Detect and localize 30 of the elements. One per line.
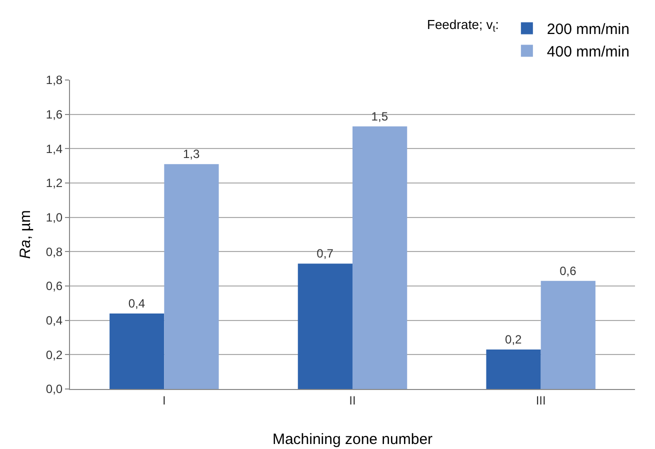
data-label: 0,6 — [560, 264, 577, 278]
x-tick-label: II — [349, 393, 356, 408]
y-tick-label: 0,4 — [46, 314, 63, 328]
bar — [352, 126, 408, 389]
data-label: 1,3 — [182, 147, 200, 162]
bar — [486, 350, 541, 389]
y-tick-label: 1,4 — [46, 142, 63, 156]
legend-label: 200 mm/min — [546, 21, 630, 38]
bar — [164, 164, 219, 389]
x-axis-title: Machining zone number — [272, 431, 433, 448]
y-tick-label: 0,0 — [46, 382, 63, 396]
x-tick-label: III — [536, 393, 546, 408]
y-tick-label: 1,0 — [46, 210, 63, 225]
y-tick-label: 0,6 — [46, 279, 63, 294]
y-tick-label: 0,2 — [46, 348, 63, 362]
bar — [540, 280, 596, 389]
y-axis-title: Ra, µm — [17, 210, 34, 259]
legend-title: Feedrate; v$_{t}$: — [427, 16, 499, 34]
data-label: 0,2 — [505, 332, 522, 347]
bar — [298, 264, 352, 389]
data-label: 1,5 — [371, 109, 388, 124]
y-tick-label: 0,8 — [46, 244, 63, 259]
y-tick-label: 1,6 — [46, 108, 63, 122]
x-tick-label: I — [162, 393, 166, 408]
legend-label: 400 mm/min — [546, 44, 630, 61]
data-label: 0,7 — [316, 246, 334, 261]
bar — [110, 313, 164, 389]
y-tick-label: 1,2 — [46, 176, 63, 190]
data-label: 0,4 — [128, 296, 146, 310]
y-tick-label: 1,8 — [46, 73, 63, 88]
